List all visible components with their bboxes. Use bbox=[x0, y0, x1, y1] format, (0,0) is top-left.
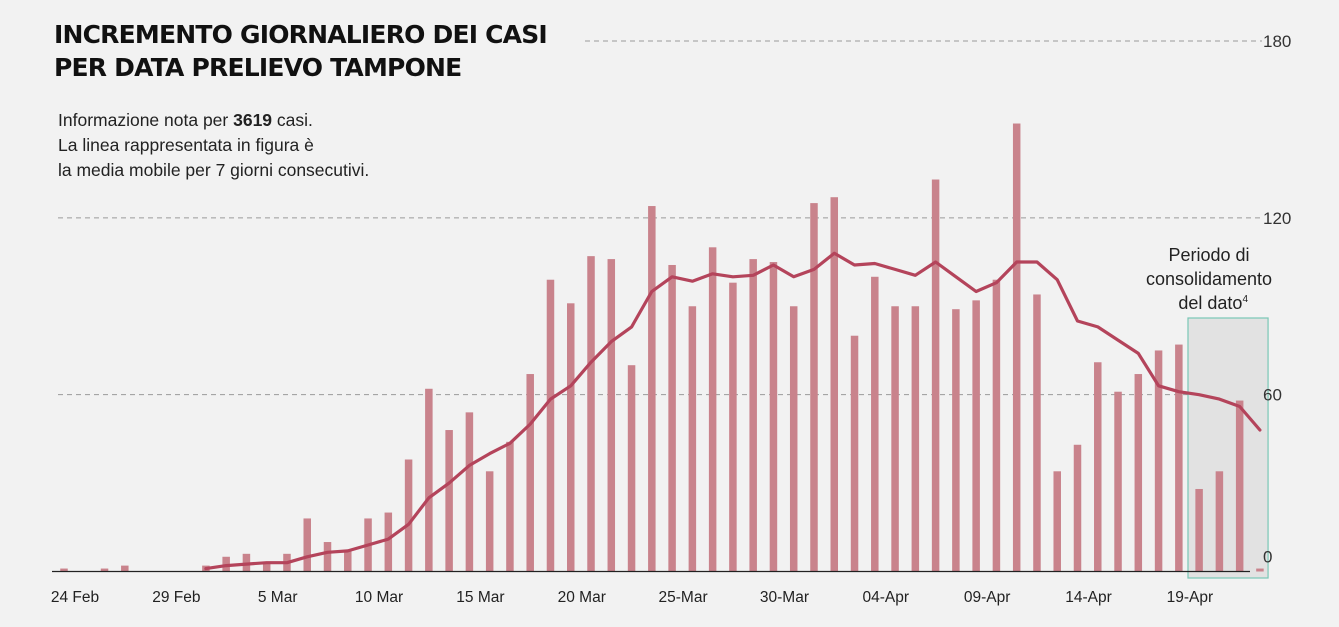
annotation-line-1: Periodo di bbox=[1168, 245, 1249, 265]
bar bbox=[445, 430, 453, 572]
bar bbox=[1053, 471, 1061, 572]
bar bbox=[810, 203, 818, 572]
bar bbox=[1073, 444, 1082, 572]
x-tick: 19-Apr bbox=[1167, 589, 1214, 606]
bars bbox=[60, 123, 1264, 572]
bar bbox=[972, 300, 980, 572]
bar bbox=[1256, 568, 1264, 572]
bar bbox=[1195, 488, 1203, 572]
x-tick: 14-Apr bbox=[1065, 589, 1112, 606]
bar bbox=[404, 459, 413, 572]
bar bbox=[871, 276, 879, 572]
annotation-line-3: del dato4 bbox=[1178, 293, 1248, 313]
chart-title: INCREMENTO GIORNALIERO DEI CASI PER DATA… bbox=[54, 18, 548, 84]
bar bbox=[303, 518, 311, 572]
bar bbox=[1094, 362, 1102, 572]
bar bbox=[60, 568, 68, 572]
bar bbox=[729, 282, 737, 572]
subtitle-line-2: La linea rappresentata in figura è bbox=[58, 135, 314, 155]
x-tick: 25-Mar bbox=[659, 589, 708, 606]
bar bbox=[323, 542, 332, 572]
bar bbox=[384, 512, 393, 572]
bar bbox=[769, 262, 778, 572]
bar bbox=[1033, 294, 1041, 572]
bar bbox=[830, 197, 839, 572]
x-tick: 20 Mar bbox=[558, 589, 606, 606]
y-tick-120: 120 bbox=[1263, 209, 1291, 228]
bar bbox=[952, 309, 960, 572]
bar bbox=[425, 388, 433, 572]
bar bbox=[344, 550, 352, 572]
bar bbox=[688, 306, 697, 572]
x-tick: 04-Apr bbox=[863, 589, 910, 606]
subtitle-line-1-suffix: casi. bbox=[272, 110, 313, 130]
x-tick: 09-Apr bbox=[964, 589, 1011, 606]
bar bbox=[1154, 350, 1163, 572]
x-tick-labels: 24 Feb 29 Feb 5 Mar 10 Mar 15 Mar 20 Mar 25-Ma… bbox=[51, 589, 1213, 606]
bar bbox=[668, 264, 676, 572]
grid-lines bbox=[58, 40, 1262, 396]
annotation-superscript: 4 bbox=[1242, 294, 1248, 305]
bar bbox=[627, 365, 636, 572]
y-tick-180: 180 bbox=[1263, 32, 1291, 51]
bar bbox=[992, 279, 1001, 572]
bar bbox=[891, 306, 899, 572]
bar bbox=[546, 279, 555, 572]
bar bbox=[121, 565, 129, 572]
chart-subtitle: Informazione nota per 3619 casi. La line… bbox=[58, 108, 369, 183]
bar bbox=[1114, 391, 1122, 572]
y-tick-60: 60 bbox=[1263, 386, 1282, 405]
x-tick: 30-Mar bbox=[760, 589, 809, 606]
chart-title-line-1: INCREMENTO GIORNALIERO DEI CASI bbox=[54, 20, 548, 49]
bar bbox=[1235, 400, 1244, 572]
bar bbox=[1012, 123, 1021, 572]
bar bbox=[1215, 471, 1224, 572]
bar bbox=[931, 179, 940, 572]
bar bbox=[526, 374, 534, 572]
x-tick: 24 Feb bbox=[51, 589, 99, 606]
annotation-line-3-text: del dato bbox=[1178, 293, 1242, 313]
bar bbox=[485, 471, 494, 572]
bar bbox=[911, 306, 920, 572]
x-tick: 5 Mar bbox=[258, 589, 298, 606]
bar bbox=[749, 259, 757, 572]
bar bbox=[465, 412, 474, 572]
x-tick: 15 Mar bbox=[456, 589, 504, 606]
y-tick-labels: 0 60 120 180 bbox=[1263, 32, 1291, 567]
y-tick-0: 0 bbox=[1263, 548, 1272, 567]
bar bbox=[262, 562, 271, 572]
chart-title-line-2: PER DATA PRELIEVO TAMPONE bbox=[54, 53, 462, 82]
bar bbox=[648, 206, 656, 572]
bar bbox=[506, 441, 514, 572]
x-tick: 10 Mar bbox=[355, 589, 403, 606]
bar bbox=[100, 568, 109, 572]
bar bbox=[1134, 374, 1143, 572]
bar bbox=[587, 256, 595, 572]
bar bbox=[567, 303, 575, 572]
annotation-line-2: consolidamento bbox=[1146, 269, 1272, 289]
x-tick: 29 Feb bbox=[152, 589, 200, 606]
moving-average-line bbox=[204, 251, 1262, 571]
bar bbox=[607, 259, 616, 572]
subtitle-line-1-prefix: Informazione nota per bbox=[58, 110, 234, 130]
bar bbox=[850, 335, 859, 572]
bar bbox=[789, 306, 798, 572]
subtitle-line-1: Informazione nota per 3619 casi. bbox=[58, 108, 369, 133]
bar bbox=[1175, 344, 1183, 572]
subtitle-line-3: la media mobile per 7 giorni consecutivi… bbox=[58, 160, 370, 180]
bar bbox=[708, 247, 717, 572]
case-count: 3619 bbox=[233, 110, 273, 130]
